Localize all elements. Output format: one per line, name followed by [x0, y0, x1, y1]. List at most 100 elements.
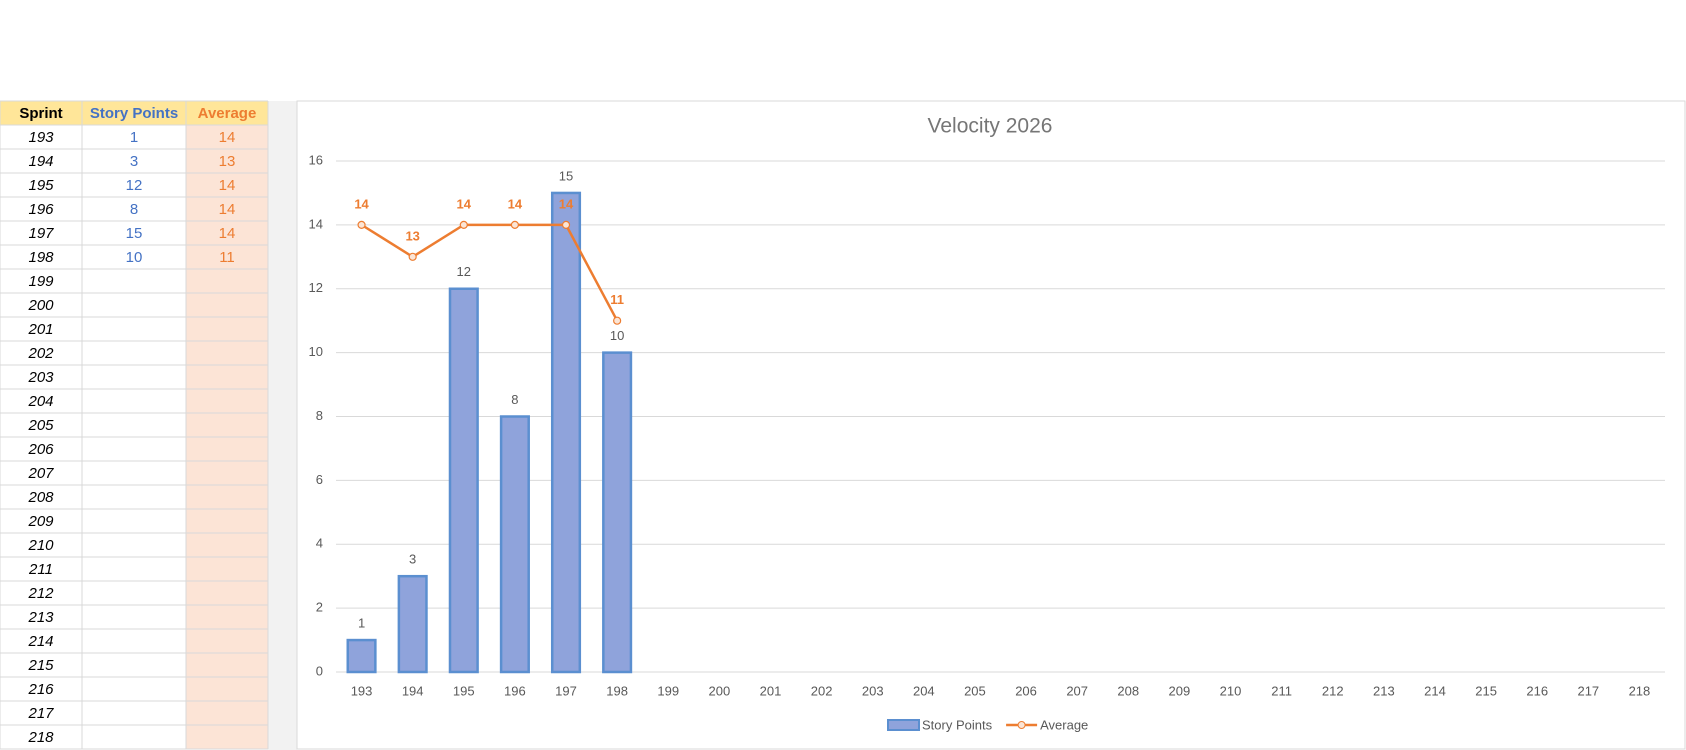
- header-row: [0, 101, 268, 125]
- cell: 199: [28, 273, 54, 290]
- line-label: 14: [508, 196, 523, 211]
- x-tick-label: 203: [862, 683, 884, 698]
- cell: 206: [27, 441, 54, 458]
- bar: [602, 351, 633, 674]
- line-label: 14: [559, 196, 574, 211]
- cell: 207: [27, 465, 54, 482]
- x-tick-label: 196: [504, 683, 526, 698]
- cell: 209: [27, 513, 54, 530]
- cell: 216: [27, 681, 54, 698]
- line-marker: [357, 220, 366, 229]
- x-tick-label: 205: [964, 683, 986, 698]
- cell: 14: [219, 201, 236, 218]
- y-tick-label: 10: [309, 344, 323, 359]
- bar-label: 15: [559, 168, 573, 183]
- bar-label: 3: [409, 552, 416, 567]
- x-tick-label: 212: [1322, 683, 1344, 698]
- line-marker: [459, 220, 468, 229]
- cell: 205: [27, 417, 54, 434]
- line-label: 11: [610, 292, 624, 307]
- y-tick-label: 0: [316, 663, 323, 678]
- y-tick-label: 2: [316, 600, 323, 615]
- cell: 217: [27, 705, 54, 722]
- cell: 215: [27, 657, 54, 674]
- cell: 14: [219, 177, 236, 194]
- x-tick-label: 206: [1015, 683, 1037, 698]
- cell: 11: [219, 249, 235, 266]
- x-tick-label: 200: [709, 683, 731, 698]
- x-tick-label: 204: [913, 683, 935, 698]
- bar: [397, 574, 428, 674]
- cell: 202: [27, 345, 54, 362]
- legend-label: Average: [1040, 717, 1088, 732]
- cell: 208: [27, 489, 54, 506]
- x-tick-label: 198: [606, 683, 628, 698]
- x-tick-label: 211: [1271, 683, 1292, 698]
- x-tick-label: 207: [1066, 683, 1088, 698]
- x-tick-label: 218: [1629, 683, 1651, 698]
- cell: 1: [130, 129, 138, 146]
- cell: 214: [27, 633, 53, 650]
- bar-label: 8: [511, 392, 518, 407]
- average-line: [360, 223, 619, 322]
- x-tick-label: 202: [811, 683, 833, 698]
- x-tick-label: 213: [1373, 683, 1395, 698]
- x-tick-label: 208: [1117, 683, 1139, 698]
- x-tick-label: 214: [1424, 683, 1446, 698]
- line-marker: [408, 252, 417, 261]
- cell: 194: [28, 153, 53, 170]
- cell: 195: [28, 177, 54, 194]
- cell: 213: [27, 609, 54, 626]
- cell: 15: [126, 225, 143, 242]
- y-tick-label: 16: [309, 152, 323, 167]
- y-tick-label: 4: [316, 536, 323, 551]
- bar: [499, 415, 530, 674]
- column-header: Story Points: [90, 105, 178, 122]
- cell: 13: [219, 153, 236, 170]
- cell: 211: [28, 561, 53, 578]
- cell: 8: [130, 201, 138, 218]
- y-tick-label: 6: [316, 472, 323, 487]
- cell: 14: [219, 129, 236, 146]
- x-tick-label: 216: [1526, 683, 1548, 698]
- cell: 3: [130, 153, 138, 170]
- x-tick-label: 210: [1220, 683, 1242, 698]
- x-tick-label: 215: [1475, 683, 1497, 698]
- line-marker: [613, 316, 622, 325]
- legend-label: Story Points: [922, 717, 993, 732]
- legend-marker: [1017, 721, 1026, 729]
- y-tick-label: 14: [309, 216, 323, 231]
- x-tick-label: 201: [760, 683, 782, 698]
- column-header: Average: [198, 105, 257, 122]
- y-tick-label: 8: [316, 408, 323, 423]
- bar-label: 1: [358, 616, 365, 631]
- line-marker: [561, 220, 571, 229]
- legend-swatch: [887, 719, 920, 731]
- x-tick-label: 194: [402, 683, 424, 698]
- gutter: [268, 101, 297, 750]
- x-tick-label: 193: [351, 683, 373, 698]
- cell: 218: [27, 729, 54, 746]
- bar: [550, 191, 582, 674]
- cell: 12: [126, 177, 143, 194]
- line-label: 14: [457, 196, 472, 211]
- cell: 10: [126, 249, 143, 266]
- x-tick-label: 195: [453, 683, 475, 698]
- cell: 212: [27, 585, 54, 602]
- bar-label: 10: [610, 328, 624, 343]
- y-tick-label: 12: [309, 280, 323, 295]
- cell: 201: [27, 321, 53, 338]
- cell: 198: [28, 249, 54, 266]
- cell: 200: [27, 297, 54, 314]
- cell: 210: [27, 537, 54, 554]
- cell: 196: [28, 201, 54, 218]
- line-label: 13: [405, 228, 419, 243]
- bar: [346, 638, 377, 674]
- x-tick-label: 197: [555, 683, 577, 698]
- bar: [448, 287, 479, 674]
- cell: 14: [219, 225, 236, 242]
- cell: 203: [27, 369, 54, 386]
- cell: 204: [27, 393, 53, 410]
- chart-title: Velocity 2026: [928, 115, 1053, 138]
